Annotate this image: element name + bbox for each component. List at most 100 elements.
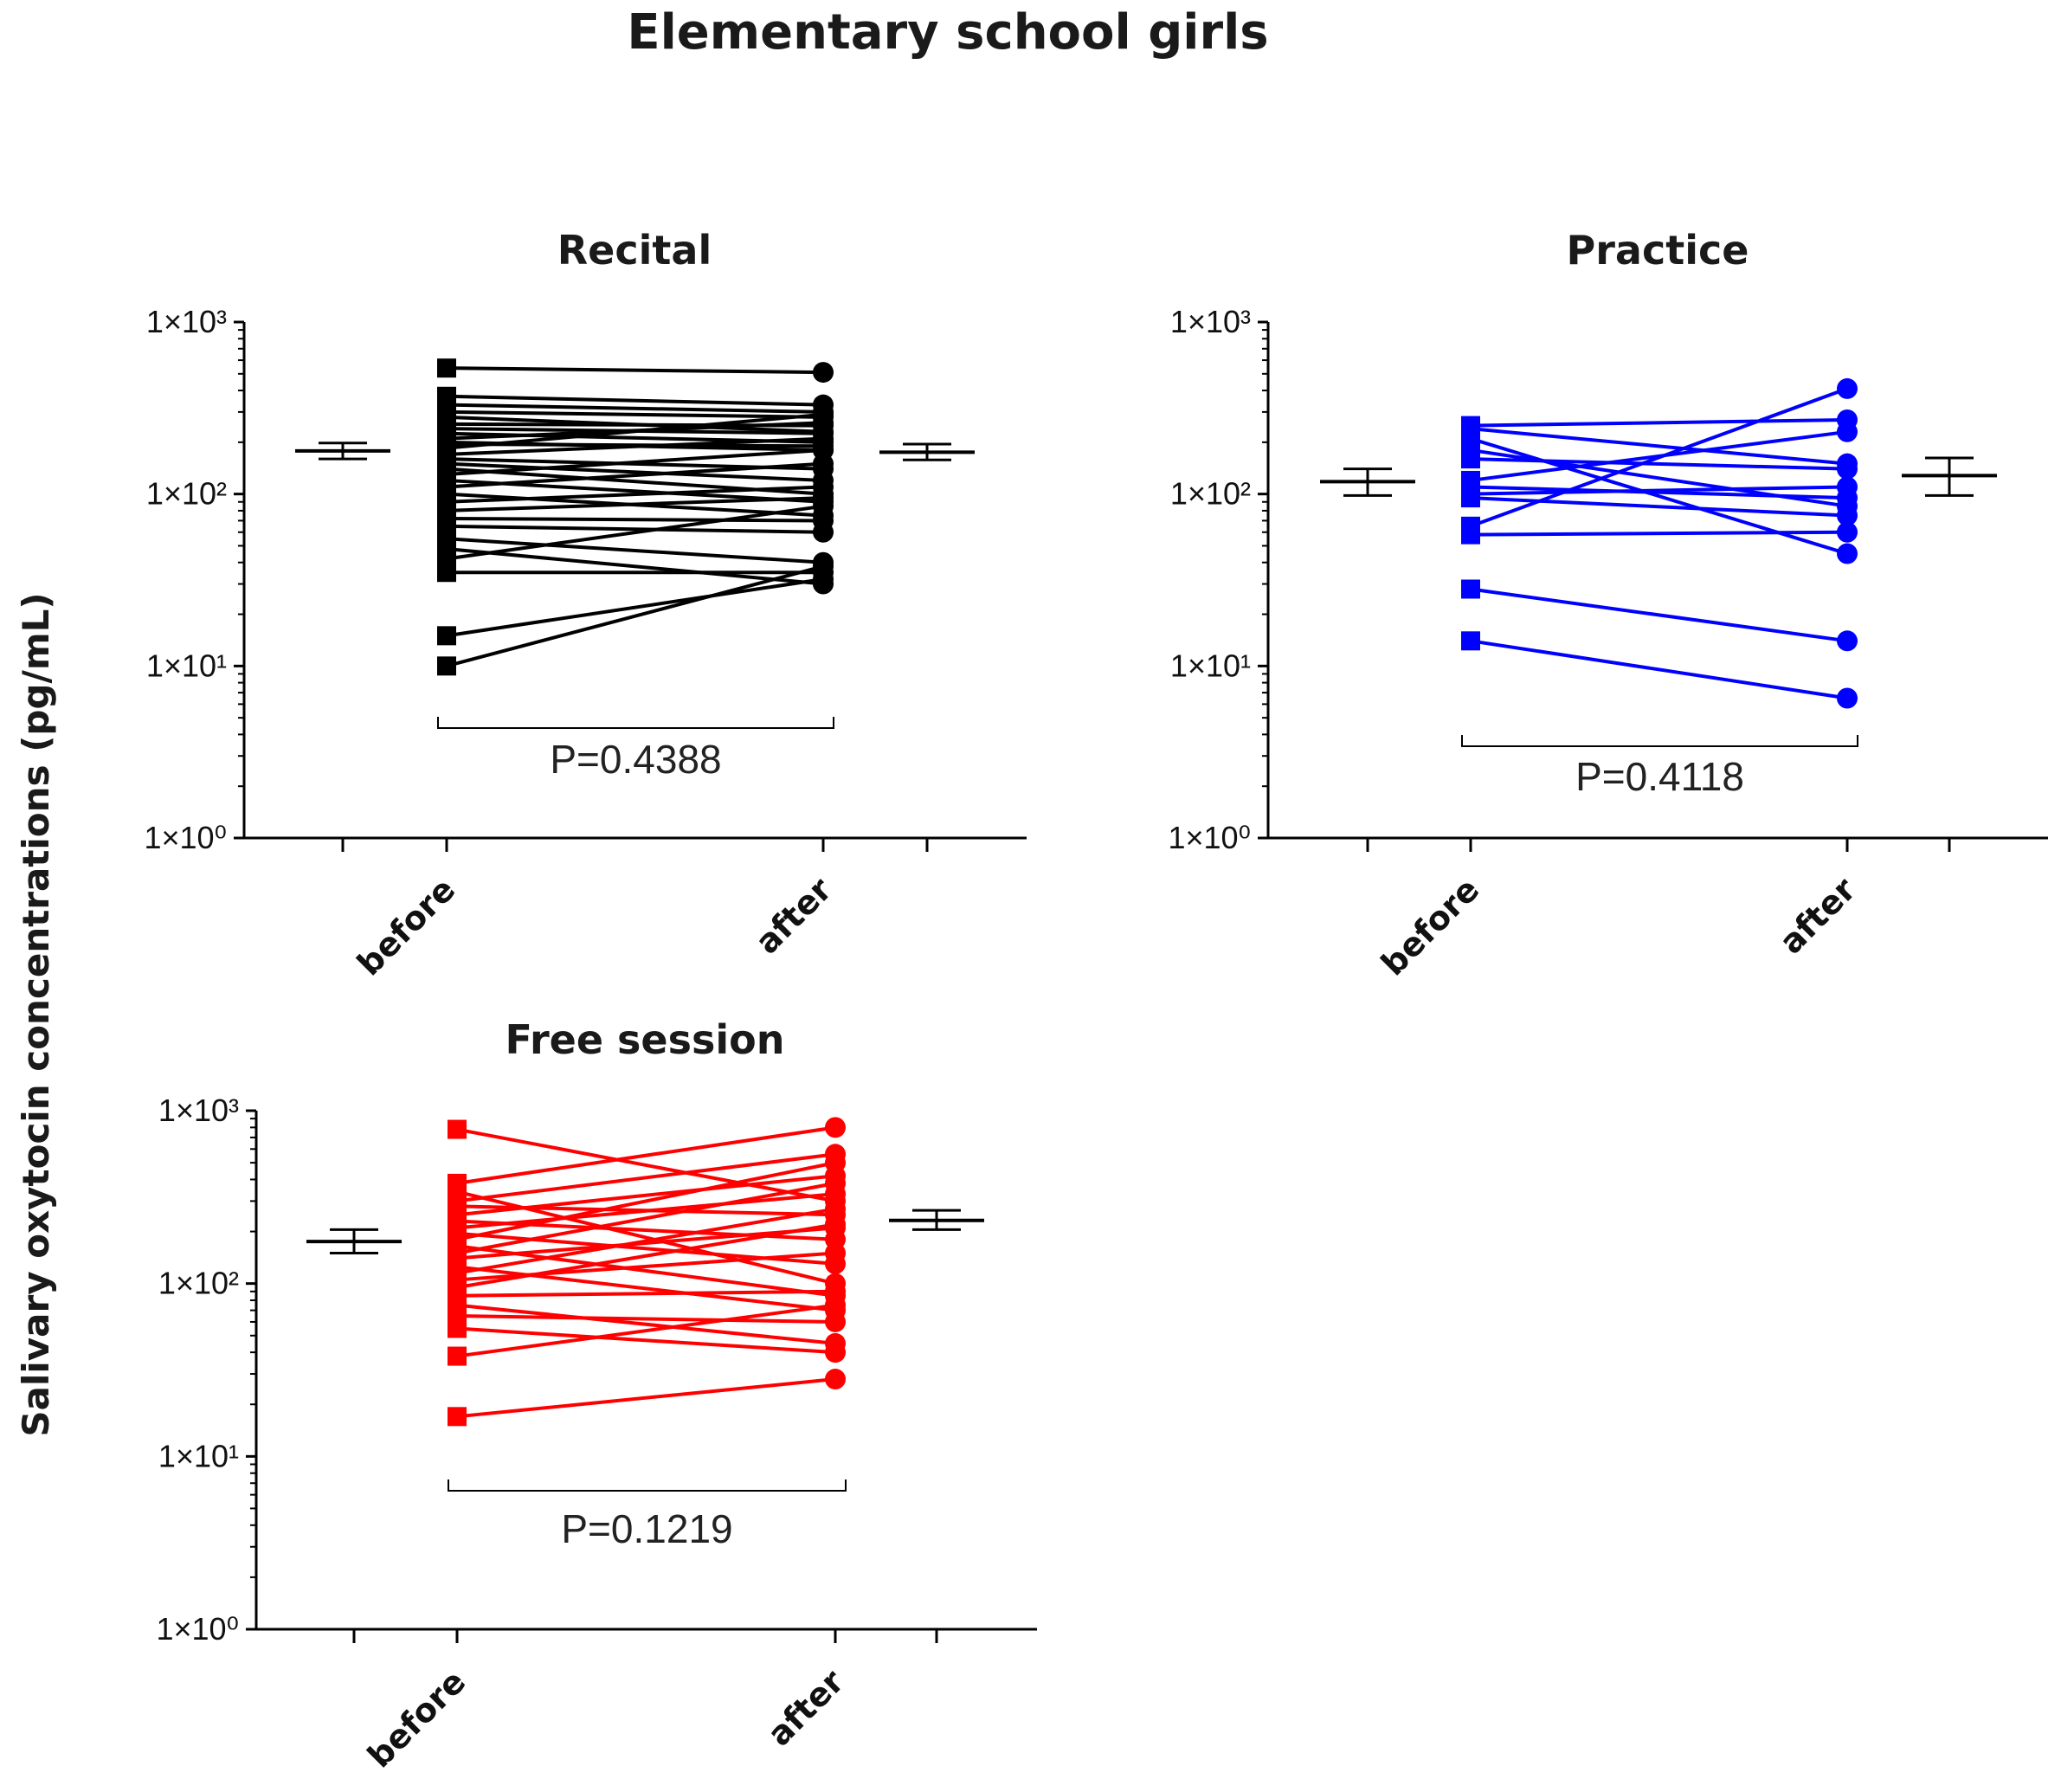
free-session-pair-line	[456, 1377, 836, 1419]
recital-category-label-after: after	[748, 870, 839, 961]
recital-pair-line	[446, 547, 824, 586]
practice-pair-line	[1470, 530, 1848, 537]
practice-ytick-label-0: 1×10⁰	[1168, 820, 1251, 855]
recital-pair-line	[446, 461, 824, 482]
practice-after-point	[1837, 521, 1858, 543]
free-session-pair-line	[456, 1192, 836, 1230]
free-session-after-point	[825, 1198, 846, 1220]
practice-pair-line	[1470, 427, 1848, 466]
practice-after-point	[1837, 458, 1858, 480]
recital-category-label-before: before	[350, 870, 462, 983]
free-session-after-point	[825, 1172, 846, 1194]
free-session-after-point	[825, 1242, 846, 1264]
practice-after-point	[1837, 630, 1858, 652]
free-session-pair-line	[456, 1326, 836, 1355]
recital-after-point	[813, 453, 834, 474]
free-session-pair-line	[456, 1125, 836, 1185]
practice-p-value: P=0.4118	[1575, 754, 1744, 799]
free-session-bracket	[448, 1479, 847, 1492]
practice-category-label-before: before	[1374, 870, 1486, 983]
recital-before-point	[437, 358, 456, 378]
practice-before-point	[1461, 631, 1480, 651]
free-session-after-point	[825, 1214, 846, 1235]
free-session-pair-line	[456, 1289, 836, 1298]
practice-pair-line	[1470, 587, 1848, 643]
practice-pair-line	[1470, 485, 1848, 500]
recital-ytick-label-0: 1×10⁰	[144, 820, 227, 855]
recital-pair-line	[446, 436, 824, 456]
free-session-after-point	[825, 1152, 846, 1174]
recital-pair-line	[446, 366, 824, 375]
free-session-after-point	[825, 1117, 846, 1138]
practice-pair-line	[1470, 387, 1848, 528]
recital-pair-line	[446, 403, 824, 414]
free-session-pair-line	[456, 1303, 836, 1358]
recital-panel: Recital 1×10⁰ 1×10¹ 1×10² 1×10³ before after P=…	[144, 227, 1027, 983]
recital-pair-line	[446, 485, 824, 504]
free-session-after-point	[825, 1311, 846, 1332]
recital-pair-line	[446, 517, 824, 523]
recital-ytick-label-2: 1×10²	[146, 476, 227, 512]
free-session-pair-line	[456, 1303, 836, 1345]
free-session-category-label-after: after	[760, 1662, 851, 1753]
practice-pair-line	[1470, 485, 1848, 496]
recital-before-point	[437, 656, 456, 676]
free-session-before-point	[448, 1407, 467, 1427]
practice-after-point	[1837, 687, 1858, 709]
practice-bracket	[1461, 735, 1858, 747]
free-session-pair-line	[456, 1314, 836, 1324]
recital-title: Recital	[557, 227, 712, 274]
recital-pair-line	[446, 537, 824, 564]
recital-after-point	[813, 495, 834, 517]
practice-ytick-label-2: 1×10²	[1170, 476, 1251, 512]
free-session-pair-line	[456, 1207, 836, 1275]
recital-after-point	[813, 521, 834, 543]
practice-after-point	[1837, 377, 1858, 399]
practice-before-point	[1461, 525, 1480, 545]
practice-title: Practice	[1567, 227, 1749, 274]
practice-after-point	[1837, 543, 1858, 564]
recital-pair-line	[446, 412, 824, 450]
practice-pair-line	[1470, 417, 1848, 428]
free-session-ytick-label-0: 1×10⁰	[156, 1611, 239, 1647]
practice-pair-line	[1470, 457, 1848, 471]
recital-after-point	[813, 362, 834, 384]
practice-after-point	[1837, 505, 1858, 526]
free-session-p-value: P=0.1219	[561, 1506, 732, 1551]
recital-before-point	[437, 626, 456, 646]
free-session-after-point	[825, 1369, 846, 1390]
free-session-before-point	[448, 1346, 467, 1366]
figure-title: Elementary school girls	[627, 4, 1268, 61]
recital-pair-line	[446, 577, 824, 638]
practice-category-label-after: after	[1772, 870, 1863, 961]
free-session-before-point	[448, 1318, 467, 1338]
free-session-after-point	[825, 1294, 846, 1316]
free-session-before-point	[448, 1119, 467, 1139]
recital-after-point	[813, 403, 834, 425]
free-session-pair-line	[456, 1152, 836, 1203]
recital-pair-line	[446, 564, 824, 668]
free-session-panel: Free session 1×10⁰ 1×10¹ 1×10² 1×10³ before af…	[156, 1016, 1037, 1775]
free-session-pair-line	[456, 1174, 836, 1217]
recital-p-value: P=0.4388	[550, 737, 721, 782]
recital-ytick-label-3: 1×10³	[146, 304, 227, 339]
practice-pair-line	[1470, 639, 1848, 700]
practice-ytick-label-1: 1×10¹	[1170, 648, 1251, 683]
free-session-ytick-label-3: 1×10³	[158, 1093, 239, 1128]
recital-pair-line	[446, 461, 824, 489]
free-session-pair-line	[456, 1181, 836, 1255]
recital-pair-line	[446, 496, 824, 512]
free-session-category-label-before: before	[360, 1662, 473, 1775]
practice-after-point	[1837, 476, 1858, 498]
recital-bracket	[437, 717, 834, 729]
practice-after-point	[1837, 421, 1858, 442]
recital-pair-line	[446, 394, 824, 407]
practice-before-point	[1461, 579, 1480, 599]
practice-before-point	[1461, 488, 1480, 508]
recital-pair-line	[446, 409, 824, 419]
recital-pair-line	[446, 504, 824, 561]
recital-after-point	[813, 556, 834, 577]
free-session-pair-line	[456, 1222, 836, 1290]
free-session-pair-line	[456, 1127, 836, 1203]
